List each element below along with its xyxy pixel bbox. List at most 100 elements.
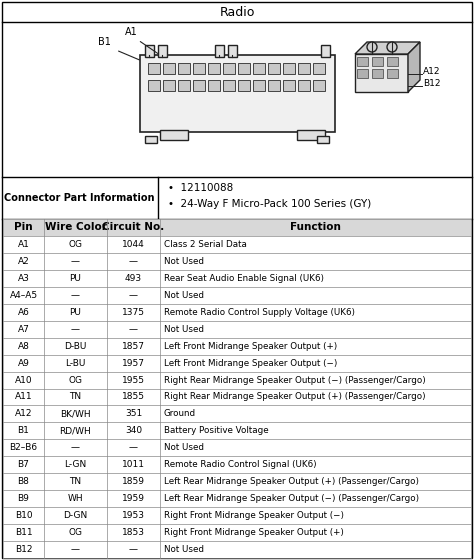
Text: Not Used: Not Used	[164, 257, 204, 266]
Text: D-GN: D-GN	[64, 511, 88, 520]
Text: Remote Radio Control Signal (UK6): Remote Radio Control Signal (UK6)	[164, 460, 317, 469]
Text: B11: B11	[15, 528, 32, 537]
Text: Pin: Pin	[14, 222, 33, 232]
Text: A2: A2	[18, 257, 29, 266]
Text: Left Rear Midrange Speaker Output (+) (Passenger/Cargo): Left Rear Midrange Speaker Output (+) (P…	[164, 477, 419, 486]
Text: 351: 351	[125, 409, 142, 418]
Bar	[3, 389, 471, 405]
Text: 1011: 1011	[122, 460, 145, 469]
Text: Remote Radio Control Supply Voltage (UK6): Remote Radio Control Supply Voltage (UK6…	[164, 308, 355, 317]
Bar	[3, 253, 471, 270]
Text: A11: A11	[15, 393, 32, 402]
Bar	[3, 219, 471, 236]
Text: A9: A9	[18, 358, 29, 367]
Text: PU: PU	[70, 308, 82, 317]
Bar	[313, 80, 325, 91]
Text: B9: B9	[18, 494, 29, 503]
Text: A6: A6	[18, 308, 29, 317]
Text: WH: WH	[68, 494, 83, 503]
Bar	[372, 69, 383, 78]
Text: Circuit No.: Circuit No.	[102, 222, 164, 232]
Bar	[145, 45, 154, 57]
Text: A4–A5: A4–A5	[9, 291, 37, 300]
Bar	[163, 63, 175, 74]
Text: A12: A12	[15, 409, 32, 418]
Text: —: —	[71, 325, 80, 334]
Text: Battery Positive Voltage: Battery Positive Voltage	[164, 426, 269, 435]
Text: A1: A1	[18, 240, 29, 249]
Text: 1955: 1955	[122, 376, 145, 385]
Text: Connector Part Information: Connector Part Information	[4, 193, 154, 203]
Text: RD/WH: RD/WH	[60, 426, 91, 435]
Bar	[3, 287, 471, 304]
Text: Function: Function	[290, 222, 341, 232]
Text: A10: A10	[15, 376, 32, 385]
Text: A12: A12	[423, 68, 440, 77]
Bar	[140, 55, 335, 132]
Bar	[238, 63, 250, 74]
Bar	[208, 80, 220, 91]
Bar	[3, 507, 471, 524]
Text: OG: OG	[69, 376, 82, 385]
Text: Class 2 Serial Data: Class 2 Serial Data	[164, 240, 247, 249]
Bar	[215, 45, 224, 57]
Text: Radio: Radio	[219, 6, 255, 18]
Text: —: —	[71, 545, 80, 554]
Bar	[208, 63, 220, 74]
Bar	[372, 57, 383, 66]
Bar	[228, 45, 237, 57]
Text: B8: B8	[18, 477, 29, 486]
Text: A1: A1	[125, 27, 138, 37]
Bar	[3, 354, 471, 371]
Text: BK/WH: BK/WH	[60, 409, 91, 418]
Text: Right Front Midrange Speaker Output (−): Right Front Midrange Speaker Output (−)	[164, 511, 344, 520]
Bar	[3, 440, 471, 456]
Text: Wire Color: Wire Color	[45, 222, 107, 232]
Bar	[3, 321, 471, 338]
Bar	[3, 304, 471, 321]
Bar	[3, 422, 471, 440]
Bar	[3, 405, 471, 422]
Text: OG: OG	[69, 240, 82, 249]
Text: TN: TN	[69, 393, 82, 402]
Text: A7: A7	[18, 325, 29, 334]
Bar	[387, 57, 398, 66]
Bar	[238, 80, 250, 91]
Bar	[357, 57, 368, 66]
Bar	[283, 63, 295, 74]
Polygon shape	[355, 42, 420, 54]
Text: B10: B10	[15, 511, 32, 520]
Bar	[268, 63, 280, 74]
Bar	[148, 63, 160, 74]
Bar	[3, 371, 471, 389]
Text: 340: 340	[125, 426, 142, 435]
Text: 493: 493	[125, 274, 142, 283]
Text: 1859: 1859	[122, 477, 145, 486]
Bar	[3, 236, 471, 253]
Text: A3: A3	[18, 274, 29, 283]
Text: —: —	[129, 291, 138, 300]
Text: Not Used: Not Used	[164, 291, 204, 300]
Bar	[158, 45, 167, 57]
Text: 1044: 1044	[122, 240, 145, 249]
Text: B2–B6: B2–B6	[9, 444, 37, 452]
Text: 1375: 1375	[122, 308, 145, 317]
Bar	[253, 63, 265, 74]
Bar	[3, 473, 471, 490]
Text: 1959: 1959	[122, 494, 145, 503]
Bar	[3, 338, 471, 354]
Text: Left Rear Midrange Speaker Output (−) (Passenger/Cargo): Left Rear Midrange Speaker Output (−) (P…	[164, 494, 419, 503]
Bar	[193, 63, 205, 74]
Text: B12: B12	[423, 80, 440, 88]
Bar	[253, 80, 265, 91]
Text: Right Rear Midrange Speaker Output (+) (Passenger/Cargo): Right Rear Midrange Speaker Output (+) (…	[164, 393, 426, 402]
Text: 1855: 1855	[122, 393, 145, 402]
Text: OG: OG	[69, 528, 82, 537]
Text: —: —	[71, 291, 80, 300]
Text: —: —	[129, 444, 138, 452]
Bar	[298, 80, 310, 91]
Polygon shape	[408, 42, 420, 92]
Text: 1857: 1857	[122, 342, 145, 351]
Bar	[297, 130, 325, 140]
Text: Ground: Ground	[164, 409, 196, 418]
